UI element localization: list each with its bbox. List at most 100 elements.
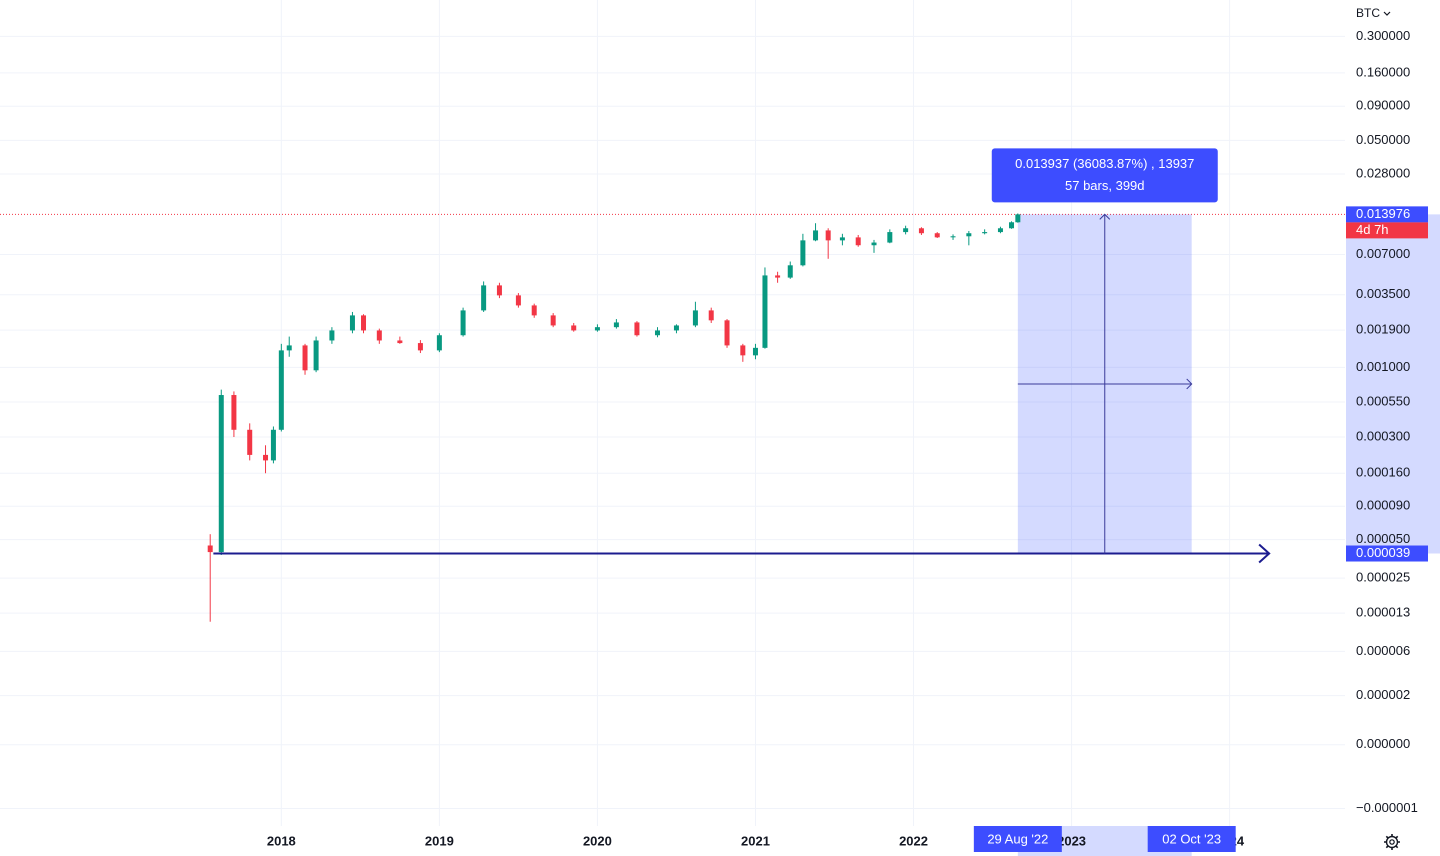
candle-body bbox=[218, 395, 224, 553]
candle-body bbox=[654, 330, 660, 336]
date-tag bbox=[1147, 826, 1236, 852]
y-tick-label: 0.028000 bbox=[1356, 165, 1410, 180]
y-tick-label: 0.160000 bbox=[1356, 64, 1410, 79]
candle-body bbox=[708, 310, 714, 321]
y-tick-label: 0.007000 bbox=[1356, 246, 1410, 261]
candle-body bbox=[207, 545, 213, 553]
candle-body bbox=[270, 429, 276, 461]
gear-hub bbox=[1389, 839, 1395, 845]
y-tick-label: 0.000300 bbox=[1356, 428, 1410, 443]
date-label: 29 Aug '22 bbox=[987, 831, 1048, 846]
candle-body bbox=[673, 325, 679, 331]
y-tick-label: 0.000002 bbox=[1356, 687, 1410, 702]
x-tick-label: 2021 bbox=[741, 833, 770, 848]
axes: BTC 0.300000 0.160000 0.090000 0.050000 0.02… bbox=[267, 6, 1428, 852]
y-tick-label: 0.000160 bbox=[1356, 465, 1410, 480]
x-tick-label: 2018 bbox=[267, 833, 296, 848]
candles bbox=[207, 213, 1021, 622]
candle-body bbox=[634, 322, 640, 336]
candle-body bbox=[997, 228, 1003, 233]
candle-body bbox=[982, 232, 988, 234]
trend-arrow-head bbox=[1258, 543, 1271, 564]
candle-body bbox=[313, 340, 319, 371]
measure-info-text: 0.013937 (36083.87%) , 13937 bbox=[1015, 156, 1194, 171]
measure-info-subtext: 57 bars, 399d bbox=[1065, 178, 1145, 193]
y-tick-label: 0.050000 bbox=[1356, 132, 1410, 147]
y-tick-label: 0.000025 bbox=[1356, 570, 1410, 585]
date-tag bbox=[973, 826, 1062, 852]
candle-body bbox=[934, 233, 940, 238]
candle-body bbox=[787, 265, 793, 278]
settings-icon[interactable] bbox=[1384, 834, 1400, 850]
candle-body bbox=[286, 345, 292, 351]
candle-body bbox=[918, 228, 924, 234]
from-price-tag bbox=[1346, 545, 1428, 562]
candle-body bbox=[692, 310, 698, 326]
x-tick-label: 2020 bbox=[583, 833, 612, 848]
candle-body bbox=[247, 429, 253, 455]
candle-body bbox=[775, 275, 781, 278]
countdown-label: 4d 7h bbox=[1356, 222, 1389, 237]
candle-body bbox=[460, 310, 466, 336]
candle-body bbox=[966, 233, 972, 237]
candle-body bbox=[263, 454, 269, 461]
candle-body bbox=[417, 343, 423, 351]
currency-chevron[interactable] bbox=[1383, 11, 1391, 16]
measure-price-band bbox=[1346, 214, 1440, 554]
candle-body bbox=[231, 395, 237, 430]
candle-body bbox=[531, 305, 537, 316]
candle-body bbox=[752, 347, 758, 356]
candle-body bbox=[740, 345, 746, 356]
x-tick-label: 2019 bbox=[425, 833, 454, 848]
candle-body bbox=[302, 345, 308, 371]
candle-body bbox=[571, 325, 577, 331]
candle-body bbox=[594, 327, 600, 331]
candle-body bbox=[278, 350, 284, 430]
candle-body bbox=[361, 315, 367, 331]
from-price-label: 0.000039 bbox=[1356, 545, 1410, 560]
y-tick-label: 0.000550 bbox=[1356, 393, 1410, 408]
currency-label[interactable]: BTC bbox=[1356, 6, 1380, 20]
candle-body bbox=[515, 295, 521, 306]
candle-body bbox=[481, 285, 487, 311]
candle-body bbox=[813, 230, 819, 241]
x-tick-label: 2023 bbox=[1057, 833, 1086, 848]
y-tick-label: 0.000050 bbox=[1356, 531, 1410, 546]
candle-body bbox=[762, 275, 768, 348]
y-tick-label: 0.003500 bbox=[1356, 286, 1410, 301]
candle-body bbox=[329, 330, 335, 341]
candle-body bbox=[825, 230, 831, 241]
y-tick-label: 0.000013 bbox=[1356, 605, 1410, 620]
y-tick-label: 0.090000 bbox=[1356, 98, 1410, 113]
tools: 0.013937 (36083.87%) , 13937 57 bars, 399… bbox=[213, 148, 1271, 564]
candle-body bbox=[613, 322, 619, 328]
candle-body bbox=[855, 237, 861, 246]
candle-body bbox=[903, 228, 909, 233]
candle-body bbox=[349, 315, 355, 331]
last-price-label: 0.013976 bbox=[1356, 206, 1410, 221]
grid bbox=[0, 0, 1345, 826]
measure-info-box bbox=[991, 148, 1218, 203]
gear-teeth bbox=[1384, 834, 1400, 850]
candle-body bbox=[724, 320, 730, 346]
measure-h-head bbox=[1186, 378, 1193, 390]
y-tick-label: 0.000006 bbox=[1356, 643, 1410, 658]
y-tick-label: 0.000090 bbox=[1356, 498, 1410, 513]
candle-body bbox=[496, 285, 502, 296]
date-label: 02 Oct '23 bbox=[1162, 831, 1221, 846]
candle-body bbox=[871, 242, 877, 246]
candle-body bbox=[397, 340, 403, 344]
candle-body bbox=[436, 335, 442, 351]
candle-body bbox=[550, 315, 556, 326]
y-tick-label: 0.300000 bbox=[1356, 28, 1410, 43]
y-tick-label: 0.000000 bbox=[1356, 736, 1410, 751]
candle-body bbox=[950, 236, 956, 238]
y-tick-label: 0.001000 bbox=[1356, 359, 1410, 374]
candle-body bbox=[1009, 222, 1015, 229]
x-tick-label: 2022 bbox=[899, 833, 928, 848]
measure-v-head bbox=[1099, 213, 1111, 220]
y-tick-label: −0.000001 bbox=[1356, 800, 1418, 815]
candle-body bbox=[839, 237, 845, 241]
